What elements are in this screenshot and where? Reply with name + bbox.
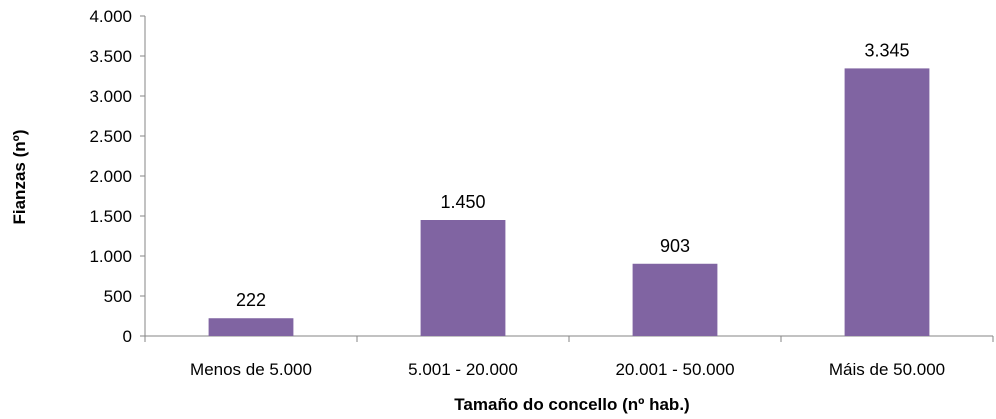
bar bbox=[208, 318, 294, 336]
y-tick-label: 1.500 bbox=[89, 207, 132, 226]
y-tick-label: 500 bbox=[104, 287, 132, 306]
y-tick-label: 3.000 bbox=[89, 87, 132, 106]
bar bbox=[632, 263, 718, 336]
y-tick-label: 1.000 bbox=[89, 247, 132, 266]
y-tick-label: 2.000 bbox=[89, 167, 132, 186]
data-label: 222 bbox=[236, 290, 266, 310]
y-axis-title: Fianzas (nº) bbox=[10, 130, 29, 225]
x-tick-label: Máis de 50.000 bbox=[829, 360, 945, 379]
data-label: 1.450 bbox=[440, 192, 485, 212]
data-label: 903 bbox=[660, 236, 690, 256]
plot-area: 0 500 1.000 1.500 2.000 2.500 3.000 3.500 4.000 2… bbox=[89, 7, 994, 379]
y-tick-label: 3.500 bbox=[89, 47, 132, 66]
y-tick-label: 0 bbox=[123, 327, 132, 346]
x-tick-label: 20.001 - 50.000 bbox=[615, 360, 734, 379]
data-label: 3.345 bbox=[864, 40, 909, 60]
x-tick-label: 5.001 - 20.000 bbox=[408, 360, 518, 379]
x-tick-label: Menos de 5.000 bbox=[190, 360, 312, 379]
bar bbox=[420, 220, 506, 336]
y-tick-label: 4.000 bbox=[89, 7, 132, 26]
x-axis-title: Tamaño do concello (nº hab.) bbox=[454, 395, 689, 414]
bar bbox=[844, 68, 930, 337]
y-tick-label: 2.500 bbox=[89, 127, 132, 146]
